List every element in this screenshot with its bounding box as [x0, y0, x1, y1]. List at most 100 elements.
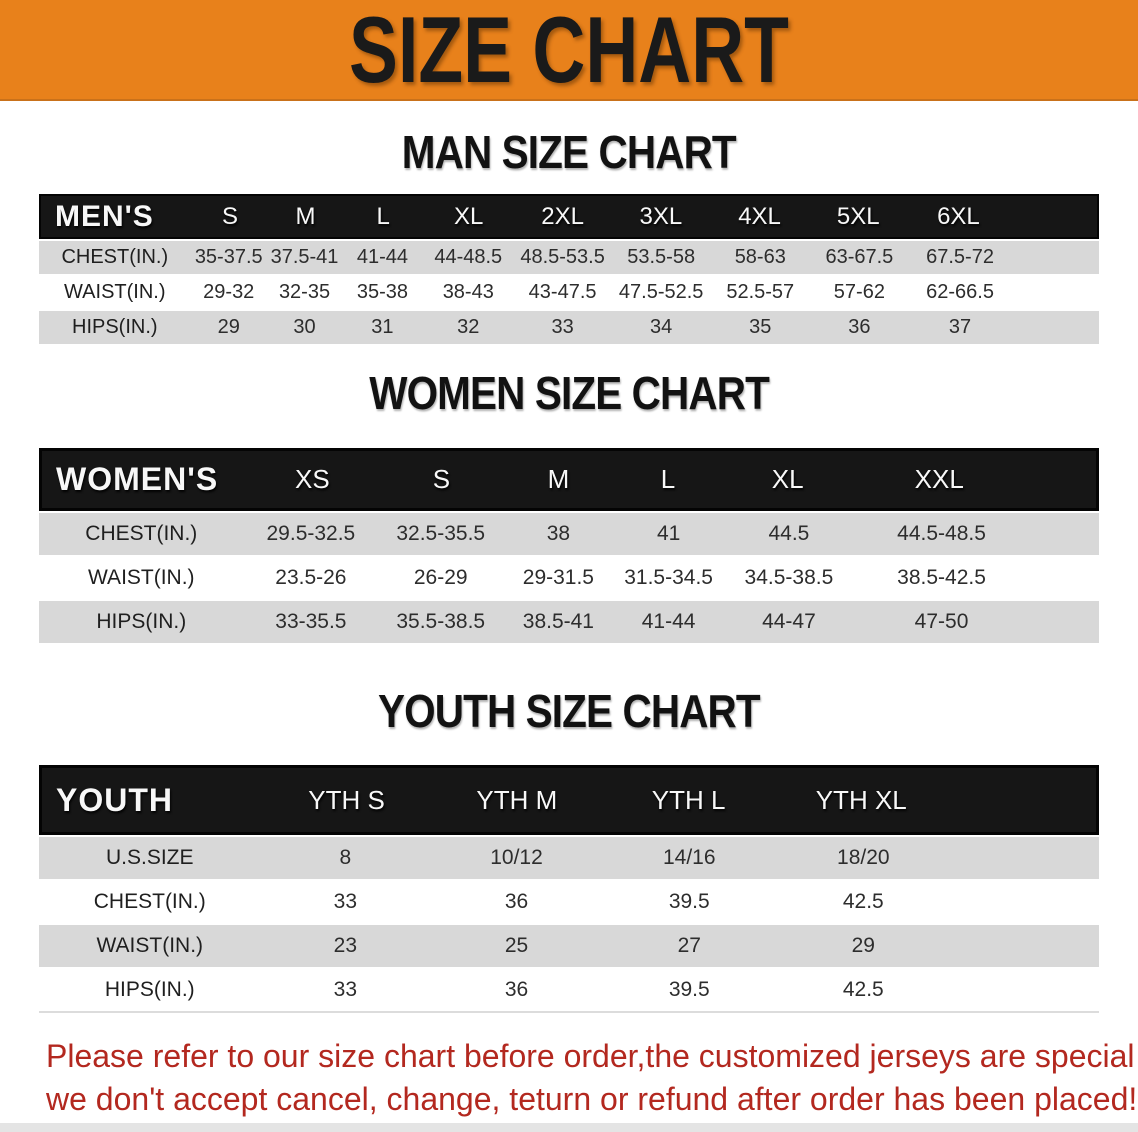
youth-ussize-row-label: U.S.SIZE: [106, 846, 194, 869]
men-col-2xl: 2XL: [541, 202, 584, 230]
men-waist-value: 47.5-52.5: [618, 281, 704, 303]
youth-waist-value: 25: [504, 934, 529, 957]
men-hips-value: 33: [551, 316, 574, 338]
men-hips-value: 37: [948, 316, 972, 338]
youth-hips-value: 33: [333, 978, 357, 1001]
women-hips-row: HIPS(IN.) 33-35.5 35.5-38.5 38.5-41 41-4…: [39, 601, 1099, 643]
women-chest-row-label: CHEST(IN.): [85, 522, 198, 545]
youth-chest-value: 42.5: [842, 890, 884, 913]
men-size-table: MEN'S S M L XL 2XL 3XL 4XL 5XL 6XL CHEST…: [39, 194, 1099, 344]
men-chest-value: 53.5-58: [627, 246, 696, 268]
men-waist-value: 62-66.5: [926, 281, 994, 303]
women-waist-value: 38.5-42.5: [897, 566, 986, 589]
women-col-l: L: [660, 464, 676, 494]
men-hips-value: 35: [749, 316, 772, 338]
men-col-s: S: [222, 202, 239, 230]
youth-hips-row-label: HIPS(IN.): [104, 978, 195, 1001]
women-chest-value: 44.5-48.5: [897, 522, 986, 545]
youth-hips-value: 39.5: [668, 978, 710, 1001]
men-col-3xl: 3XL: [639, 202, 683, 230]
men-waist-value: 38-43: [442, 281, 494, 303]
women-section-title-text: WOMEN SIZE CHART: [369, 367, 770, 419]
youth-chest-value: 36: [504, 890, 529, 913]
youth-table-header-row: YOUTH YTH S YTH M YTH L YTH XL: [39, 765, 1099, 835]
women-waist-value: 29-31.5: [522, 566, 594, 589]
women-hips-value: 41-44: [641, 610, 696, 633]
men-col-xl: XL: [453, 202, 484, 230]
women-table-header-row: WOMEN'S XS S M L XL XXL: [39, 448, 1099, 511]
men-waist-row: WAIST(IN.) 29-32 32-35 35-38 38-43 43-47…: [39, 276, 1099, 309]
youth-hips-row: HIPS(IN.) 33 36 39.5 42.5: [39, 969, 1099, 1011]
youth-waist-value: 29: [851, 934, 875, 957]
men-waist-value: 57-62: [833, 281, 885, 303]
women-col-xl: XL: [771, 464, 804, 494]
disclaimer-text: Please refer to our size chart before or…: [0, 1035, 1138, 1121]
women-chest-value: 44.5: [768, 522, 810, 545]
women-hips-value: 44-47: [762, 610, 816, 633]
youth-ussize-value: 18/20: [837, 846, 890, 869]
women-col-m: M: [547, 464, 570, 494]
men-section-title-text: MAN SIZE CHART: [401, 126, 737, 178]
youth-col-yth-l: YTH L: [651, 784, 726, 815]
women-chest-value: 29.5-32.5: [266, 522, 356, 545]
men-col-4xl: 4XL: [738, 202, 781, 230]
women-col-s: S: [432, 464, 451, 494]
men-table-header-row: MEN'S S M L XL 2XL 3XL 4XL 5XL 6XL: [39, 194, 1099, 239]
youth-section-title-text: YOUTH SIZE CHART: [378, 685, 761, 737]
youth-hips-value: 42.5: [842, 978, 884, 1001]
youth-waist-value: 23: [333, 934, 357, 957]
men-chest-value: 48.5-53.5: [520, 246, 605, 268]
men-chest-value: 67.5-72: [926, 246, 994, 268]
youth-ussize-row: U.S.SIZE 8 10/12 14/16 18/20: [39, 837, 1099, 879]
women-chest-value: 32.5-35.5: [396, 522, 486, 545]
men-chest-row: CHEST(IN.) 35-37.5 37.5-41 41-44 44-48.5…: [39, 241, 1099, 274]
women-size-table: WOMEN'S XS S M L XL XXL CHEST(IN.) 29.5-…: [39, 448, 1099, 643]
men-hips-value: 36: [848, 316, 871, 338]
youth-waist-row: WAIST(IN.) 23 25 27 29: [39, 925, 1099, 967]
men-hips-value: 31: [371, 316, 394, 338]
women-hips-value: 38.5-41: [522, 610, 594, 633]
women-group-label: WOMEN'S: [56, 461, 219, 497]
women-waist-row: WAIST(IN.) 23.5-26 26-29 29-31.5 31.5-34…: [39, 557, 1099, 599]
women-hips-value: 47-50: [914, 610, 969, 633]
youth-ussize-value: 8: [339, 846, 352, 869]
men-chest-value: 37.5-41: [270, 246, 339, 268]
youth-ussize-value: 10/12: [490, 846, 543, 869]
men-waist-value: 32-35: [278, 281, 331, 303]
men-col-l: L: [376, 202, 390, 230]
women-chest-row: CHEST(IN.) 29.5-32.5 32.5-35.5 38 41 44.…: [39, 513, 1099, 555]
women-waist-row-label: WAIST(IN.): [88, 566, 195, 589]
men-chest-value: 35-37.5: [194, 246, 263, 268]
women-col-xxl: XXL: [914, 464, 964, 494]
youth-chest-row-label: CHEST(IN.): [93, 890, 206, 913]
youth-chest-value: 39.5: [668, 890, 710, 913]
youth-chest-row: CHEST(IN.) 33 36 39.5 42.5: [39, 881, 1099, 923]
women-hips-row-label: HIPS(IN.): [96, 610, 187, 633]
youth-hips-value: 36: [504, 978, 529, 1001]
women-waist-value: 26-29: [413, 566, 468, 589]
men-chest-value: 63-67.5: [825, 246, 894, 268]
women-section-title: WOMEN SIZE CHART: [0, 369, 1138, 417]
men-hips-value: 34: [650, 316, 673, 338]
women-waist-value: 34.5-38.5: [744, 566, 834, 589]
banner: SIZE CHART: [0, 0, 1138, 101]
disclaimer-line-1: Please refer to our size chart before or…: [46, 1038, 1138, 1074]
youth-col-yth-m: YTH M: [476, 784, 558, 815]
women-chest-value: 41: [656, 522, 681, 545]
youth-section-title: YOUTH SIZE CHART: [0, 687, 1138, 735]
bottom-strip: [0, 1123, 1138, 1132]
youth-size-table: YOUTH YTH S YTH M YTH L YTH XL U.S.SIZE …: [39, 765, 1099, 1013]
youth-waist-value: 27: [677, 934, 701, 957]
men-chest-row-label: CHEST(IN.): [61, 246, 169, 268]
youth-chest-value: 33: [333, 890, 357, 913]
men-col-6xl: 6XL: [937, 202, 980, 230]
youth-col-yth-s: YTH S: [308, 784, 385, 815]
men-waist-value: 43-47.5: [528, 281, 597, 303]
men-waist-row-label: WAIST(IN.): [64, 281, 166, 303]
men-waist-value: 35-38: [356, 281, 408, 303]
men-hips-row: HIPS(IN.) 29 30 31 32 33 34 35 36 37: [39, 311, 1099, 344]
men-hips-value: 32: [457, 316, 480, 338]
youth-col-yth-xl: YTH XL: [815, 784, 907, 815]
women-col-xs: XS: [295, 464, 330, 494]
